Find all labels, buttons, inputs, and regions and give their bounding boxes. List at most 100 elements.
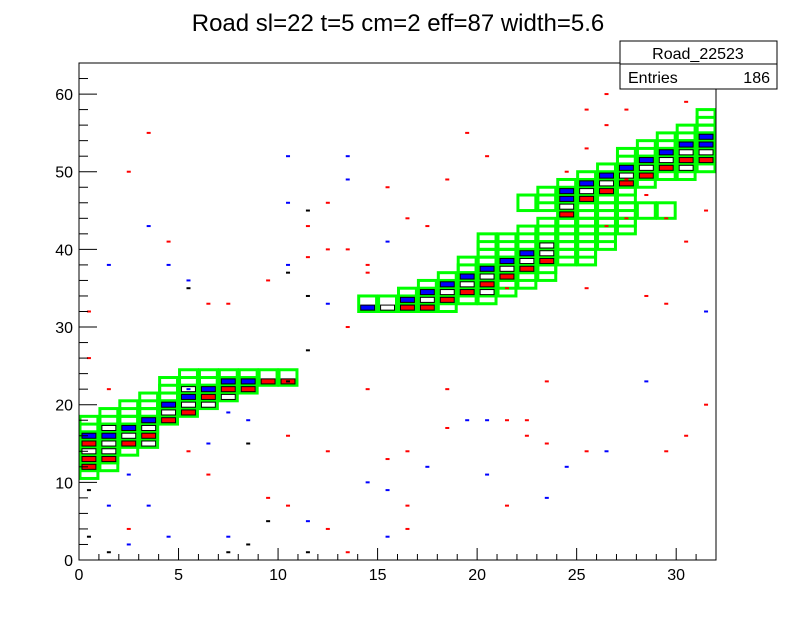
noise-hit	[544, 380, 549, 383]
track-hit	[559, 195, 575, 202]
y-tick-label: 40	[55, 242, 73, 259]
noise-hit	[684, 240, 689, 243]
track-hit	[519, 257, 535, 265]
noise-hit	[305, 349, 310, 352]
track-hit	[618, 172, 634, 179]
noise-hit	[206, 442, 211, 445]
x-tick-label: 10	[269, 567, 287, 584]
track-hit	[678, 157, 694, 164]
road-box	[237, 368, 259, 387]
noise-hit	[126, 473, 131, 476]
road-box	[536, 185, 558, 205]
chart-title: Road sl=22 t=5 cm=2 eff=87 width=5.6	[192, 10, 605, 37]
track-hit	[499, 273, 515, 280]
noise-hit	[325, 201, 330, 204]
track-hit	[519, 265, 535, 272]
track-hit	[101, 448, 117, 455]
track-hit	[419, 304, 435, 311]
noise-hit	[704, 209, 709, 212]
noise-hit	[365, 271, 370, 274]
track-hit	[678, 164, 694, 171]
y-tick-label: 20	[55, 398, 73, 415]
noise-hit	[604, 124, 609, 127]
x-tick-label: 30	[667, 567, 685, 584]
track-hit	[121, 424, 137, 432]
noise-hit	[305, 225, 310, 228]
track-hit	[618, 180, 634, 187]
noise-hit	[664, 302, 669, 305]
track-hit	[559, 211, 575, 218]
track-hit	[121, 432, 137, 439]
stats-entries-value: 186	[743, 70, 770, 87]
noise-hit	[305, 256, 310, 259]
track-hit	[161, 417, 177, 424]
noise-hit	[186, 287, 191, 290]
track-hit	[638, 157, 654, 164]
track-hit	[81, 440, 97, 447]
y-tick-label: 60	[55, 87, 73, 104]
track-hit	[539, 250, 555, 257]
noise-hit	[325, 248, 330, 251]
noise-hit	[445, 426, 450, 429]
noise-hit	[226, 551, 231, 554]
track-hit	[539, 242, 555, 249]
track-hit	[698, 133, 714, 140]
noise-hit	[286, 434, 291, 437]
track-hit	[399, 296, 415, 303]
x-tick-label: 0	[75, 567, 84, 584]
road-box	[596, 162, 617, 181]
track-hit	[240, 378, 256, 385]
noise-hit	[305, 520, 310, 523]
track-hit	[459, 289, 475, 296]
stats-box: Road_22523 Entries 186	[619, 40, 778, 90]
noise-hit	[146, 504, 151, 507]
noise-hit	[524, 434, 529, 437]
track-hit	[260, 378, 276, 385]
road-box	[78, 414, 100, 434]
road-box	[357, 294, 379, 313]
noise-hit	[405, 504, 410, 507]
noise-hit	[624, 108, 629, 111]
noise-hit	[86, 489, 91, 492]
noise-hit	[345, 326, 350, 329]
noise-hit	[584, 450, 589, 453]
noise-hit	[86, 535, 91, 538]
road-box	[138, 391, 160, 411]
stats-entries-label: Entries	[628, 70, 678, 87]
noise-hit	[305, 551, 310, 554]
noise-hit	[106, 388, 111, 391]
track-hit	[559, 203, 575, 210]
track-hit	[101, 432, 117, 439]
noise-hit	[345, 248, 350, 251]
track-hit	[638, 164, 654, 171]
y-tick-label: 0	[64, 553, 73, 570]
track-hit	[698, 157, 714, 164]
track-hit	[479, 273, 495, 280]
noise-hit	[524, 419, 529, 422]
road-box	[277, 368, 299, 387]
track-hit	[141, 440, 157, 447]
track-hit	[200, 393, 216, 400]
noise-hit	[365, 481, 370, 484]
noise-hit	[485, 155, 490, 158]
noise-hit	[385, 458, 390, 461]
noise-hit	[704, 310, 709, 313]
track-hit	[599, 172, 614, 179]
noise-hit	[624, 178, 629, 181]
noise-hit	[465, 419, 470, 422]
road-box	[695, 108, 717, 127]
track-hit	[181, 401, 196, 408]
noise-hit	[385, 240, 390, 243]
noise-hit	[286, 504, 291, 507]
track-hit	[141, 417, 157, 424]
track-hit	[459, 281, 475, 288]
road-box	[456, 255, 478, 275]
noise-hit	[445, 178, 450, 181]
noise-hit	[305, 294, 310, 297]
track-hit	[658, 149, 674, 156]
road-box	[516, 193, 538, 213]
noise-hit	[644, 294, 649, 297]
track-hit	[439, 281, 455, 288]
track-hit	[638, 172, 654, 179]
track-hit	[658, 164, 674, 171]
